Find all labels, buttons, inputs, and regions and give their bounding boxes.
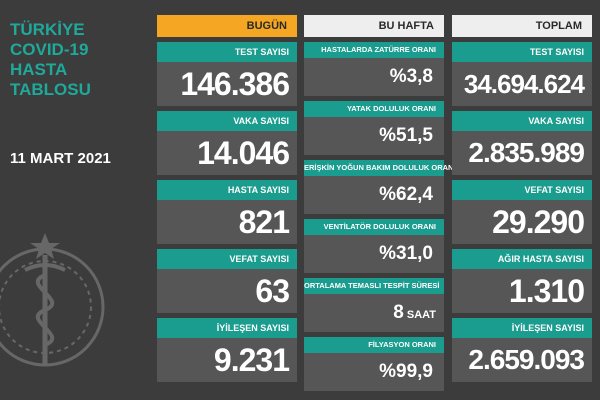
- card-value: 2.659.093: [452, 338, 592, 382]
- week-header: BU HAFTA: [304, 15, 444, 37]
- card-label: VAKA SAYISI: [452, 111, 592, 131]
- card-value: %3,8: [304, 58, 444, 96]
- infographic-title: TÜRKİYE COVID-19 HASTA TABLOSU: [10, 20, 91, 100]
- card-label: VEFAT SAYISI: [452, 180, 592, 200]
- week-card-filiation: FİLYASYON ORANI %99,9: [304, 337, 444, 391]
- week-card-bed-occupancy: YATAK DOLULUK ORANI %51,5: [304, 101, 444, 155]
- card-value: %99,9: [304, 353, 444, 391]
- card-value: 34.694.624: [452, 62, 592, 106]
- today-card-cases: VAKA SAYISI 14.046: [157, 111, 297, 175]
- card-value: 63: [157, 269, 297, 313]
- card-value: 14.046: [157, 131, 297, 175]
- today-column: BUGÜN TEST SAYISI 146.386 VAKA SAYISI 14…: [157, 15, 297, 382]
- total-card-recovered: İYİLEŞEN SAYISI 2.659.093: [452, 318, 592, 382]
- total-card-cases: VAKA SAYISI 2.835.989: [452, 111, 592, 175]
- card-label: İYİLEŞEN SAYISI: [452, 318, 592, 338]
- card-label: ORTALAMA TEMASLI TESPİT SÜRESİ: [304, 278, 444, 294]
- value-unit: SAAT: [406, 309, 436, 321]
- title-line: COVID-19: [10, 40, 89, 59]
- title-line: TÜRKİYE: [10, 20, 85, 39]
- card-label: HASTALARDA ZATÜRRE ORANI: [304, 42, 444, 58]
- card-label: TEST SAYISI: [452, 42, 592, 62]
- card-label: VENTİLATÖR DOLULUK ORANI: [304, 219, 444, 235]
- card-value: 9.231: [157, 338, 297, 382]
- today-card-recovered: İYİLEŞEN SAYISI 9.231: [157, 318, 297, 382]
- card-value: 2.835.989: [452, 131, 592, 175]
- total-column: TOPLAM TEST SAYISI 34.694.624 VAKA SAYIS…: [452, 15, 592, 382]
- card-value: %31,0: [304, 235, 444, 273]
- title-line: HASTA: [10, 60, 68, 79]
- total-card-deaths: VEFAT SAYISI 29.290: [452, 180, 592, 244]
- week-card-ventilator-occupancy: VENTİLATÖR DOLULUK ORANI %31,0: [304, 219, 444, 273]
- total-card-severe: AĞIR HASTA SAYISI 1.310: [452, 249, 592, 313]
- week-card-icu-occupancy: ERİŞKİN YOĞUN BAKIM DOLULUK ORANI %62,4: [304, 160, 456, 214]
- card-label: AĞIR HASTA SAYISI: [452, 249, 592, 269]
- card-label: FİLYASYON ORANI: [304, 337, 444, 353]
- card-label: TEST SAYISI: [157, 42, 297, 62]
- today-card-patients: HASTA SAYISI 821: [157, 180, 297, 244]
- value-number: %3,8: [389, 66, 433, 87]
- card-value: 1.310: [452, 269, 592, 313]
- total-card-test: TEST SAYISI 34.694.624: [452, 42, 592, 106]
- total-header: TOPLAM: [452, 15, 592, 37]
- ministry-emblem-icon: [0, 233, 105, 367]
- card-value: 146.386: [157, 62, 297, 106]
- value-number: 8: [393, 302, 404, 323]
- card-value: 8 SAAT: [304, 294, 444, 332]
- card-label: HASTA SAYISI: [157, 180, 297, 200]
- value-number: %62,4: [379, 184, 433, 205]
- card-value: %62,4: [304, 176, 444, 214]
- week-card-contact-time: ORTALAMA TEMASLI TESPİT SÜRESİ 8 SAAT: [304, 278, 444, 332]
- value-number: %99,9: [379, 361, 433, 382]
- value-number: %51,5: [379, 125, 433, 146]
- title-line: TABLOSU: [10, 80, 91, 99]
- today-card-deaths: VEFAT SAYISI 63: [157, 249, 297, 313]
- today-header: BUGÜN: [157, 15, 297, 37]
- card-label: VEFAT SAYISI: [157, 249, 297, 269]
- card-label: VAKA SAYISI: [157, 111, 297, 131]
- card-label: İYİLEŞEN SAYISI: [157, 318, 297, 338]
- card-value: %51,5: [304, 117, 444, 155]
- week-column: BU HAFTA HASTALARDA ZATÜRRE ORANI %3,8 Y…: [304, 15, 456, 391]
- value-number: %31,0: [379, 243, 433, 264]
- week-card-pneumonia: HASTALARDA ZATÜRRE ORANI %3,8: [304, 42, 444, 96]
- report-date: 11 MART 2021: [10, 150, 111, 167]
- card-value: 29.290: [452, 200, 592, 244]
- card-label: ERİŞKİN YOĞUN BAKIM DOLULUK ORANI: [304, 160, 456, 176]
- card-label: YATAK DOLULUK ORANI: [304, 101, 444, 117]
- today-card-test: TEST SAYISI 146.386: [157, 42, 297, 106]
- card-value: 821: [157, 200, 297, 244]
